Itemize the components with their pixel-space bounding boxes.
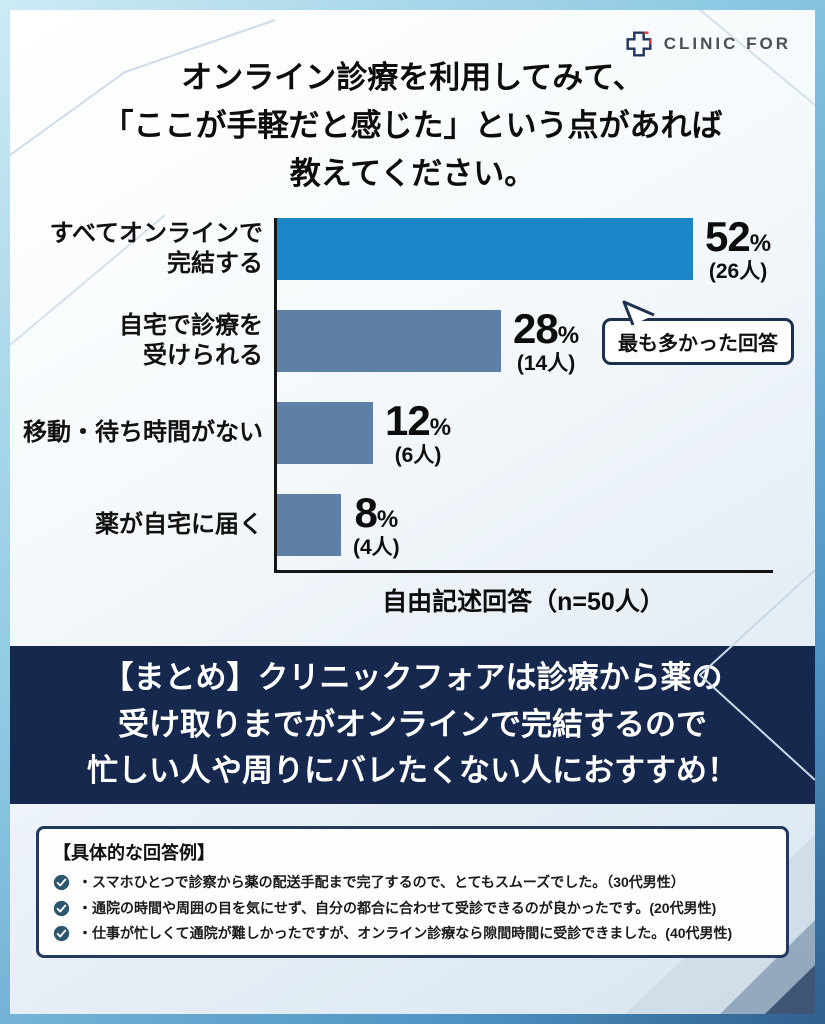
check-icon bbox=[53, 874, 70, 890]
example-text: ・通院の時間や周囲の目を気にせず、自分の都合に合わせて受診できるのが良かったです… bbox=[78, 899, 717, 916]
bar bbox=[277, 494, 341, 557]
chart-row: 薬が自宅に届く 8% (4人) bbox=[10, 489, 815, 560]
annotation-callout: 最も多かった回答 bbox=[602, 300, 794, 366]
summary-banner: 【まとめ】クリニックフォアは診療から薬の 受け取りまでがオンラインで完結するので… bbox=[10, 646, 815, 804]
category-label: 自宅で診療を 受けられる bbox=[119, 312, 263, 370]
bar-chart: すべてオンラインで 完結する 52% (26人) 自宅で診療を 受けられる 28… bbox=[10, 213, 815, 622]
infographic-canvas: CLINIC FOR オンライン診療を利用してみて、 「ここが手軽だと感じた」と… bbox=[10, 10, 815, 1014]
chart-rows: すべてオンラインで 完結する 52% (26人) 自宅で診療を 受けられる 28… bbox=[10, 213, 815, 622]
value-label: 12% (6人) bbox=[385, 397, 452, 468]
value-label: 28% (14人) bbox=[513, 305, 580, 376]
bar bbox=[277, 402, 373, 465]
category-label: 移動・待ち時間がない bbox=[23, 419, 263, 447]
callout-tail-icon bbox=[622, 300, 655, 326]
example-text: ・仕事が忙しくて通院が難しかったですが、オンライン診療なら隙間時間に受診できまし… bbox=[78, 925, 733, 942]
list-item: ・仕事が忙しくて通院が難しかったですが、オンライン診療なら隙間時間に受診できまし… bbox=[53, 924, 772, 943]
bar bbox=[277, 218, 693, 281]
annotation-text: 最も多かった回答 bbox=[618, 333, 778, 356]
count-label: (26人) bbox=[708, 260, 768, 284]
category-label: 薬が自宅に届く bbox=[95, 511, 263, 539]
value-label: 52% (26人) bbox=[705, 213, 772, 284]
brand-name: CLINIC FOR bbox=[663, 34, 791, 53]
chart-row: 移動・待ち時間がない 12% (6人) bbox=[10, 397, 815, 468]
examples-heading: 【具体的な回答例】 bbox=[53, 842, 215, 863]
x-axis-line bbox=[274, 570, 773, 574]
count-label: (6人) bbox=[394, 444, 442, 468]
check-icon bbox=[53, 926, 70, 942]
category-label: すべてオンラインで 完結する bbox=[49, 220, 263, 278]
list-item: ・通院の時間や周囲の目を気にせず、自分の都合に合わせて受診できるのが良かったです… bbox=[53, 899, 772, 918]
bar bbox=[277, 310, 501, 373]
value-label: 8% (4人) bbox=[353, 489, 400, 560]
clinic-cross-icon bbox=[626, 31, 652, 57]
example-text: ・スマホひとつで診察から薬の配送手配まで完了するので、とてもスムーズでした。（3… bbox=[78, 873, 685, 890]
count-label: (4人) bbox=[353, 536, 400, 560]
x-axis-label: 自由記述回答（n=50人） bbox=[382, 588, 665, 617]
chart-row: すべてオンラインで 完結する 52% (26人) bbox=[10, 213, 815, 284]
examples-box: 【具体的な回答例】 ・スマホひとつで診察から薬の配送手配まで完了するので、とても… bbox=[36, 825, 789, 959]
brand-logo: CLINIC FOR bbox=[623, 28, 791, 60]
count-label: (14人) bbox=[516, 352, 576, 376]
chart-row: 自宅で診療を 受けられる 28% (14人) bbox=[10, 305, 815, 376]
check-icon bbox=[53, 900, 70, 916]
list-item: ・スマホひとつで診察から薬の配送手配まで完了するので、とてもスムーズでした。（3… bbox=[53, 873, 772, 892]
y-axis-line bbox=[274, 218, 277, 574]
